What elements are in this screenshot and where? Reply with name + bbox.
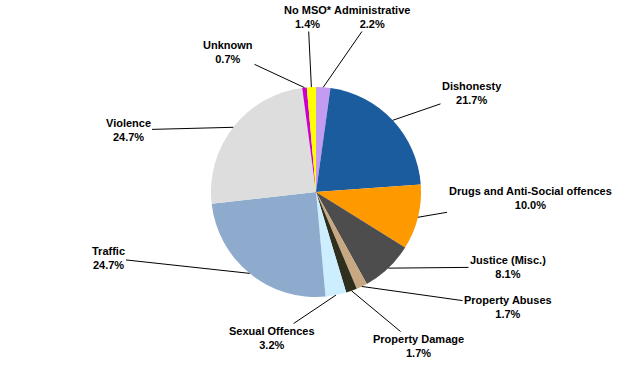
svg-text:Property Damage1.7%: Property Damage1.7% [373, 333, 464, 359]
svg-text:Sexual Offences3.2%: Sexual Offences3.2% [229, 325, 315, 351]
svg-text:Property Abuses1.7%: Property Abuses1.7% [464, 294, 552, 320]
svg-text:No MSO*1.4%: No MSO*1.4% [284, 4, 332, 30]
svg-text:Unknown0.7%: Unknown0.7% [203, 39, 253, 65]
svg-text:Drugs and Anti-Social offences: Drugs and Anti-Social offences10.0% [449, 185, 612, 211]
svg-text:Administrative2.2%: Administrative2.2% [334, 4, 410, 30]
svg-text:Dishonesty21.7%: Dishonesty21.7% [442, 80, 502, 106]
svg-text:Justice (Misc.)8.1%: Justice (Misc.)8.1% [470, 254, 546, 280]
svg-text:Traffic24.7%: Traffic24.7% [92, 245, 125, 271]
svg-text:Violence24.7%: Violence24.7% [106, 117, 151, 143]
